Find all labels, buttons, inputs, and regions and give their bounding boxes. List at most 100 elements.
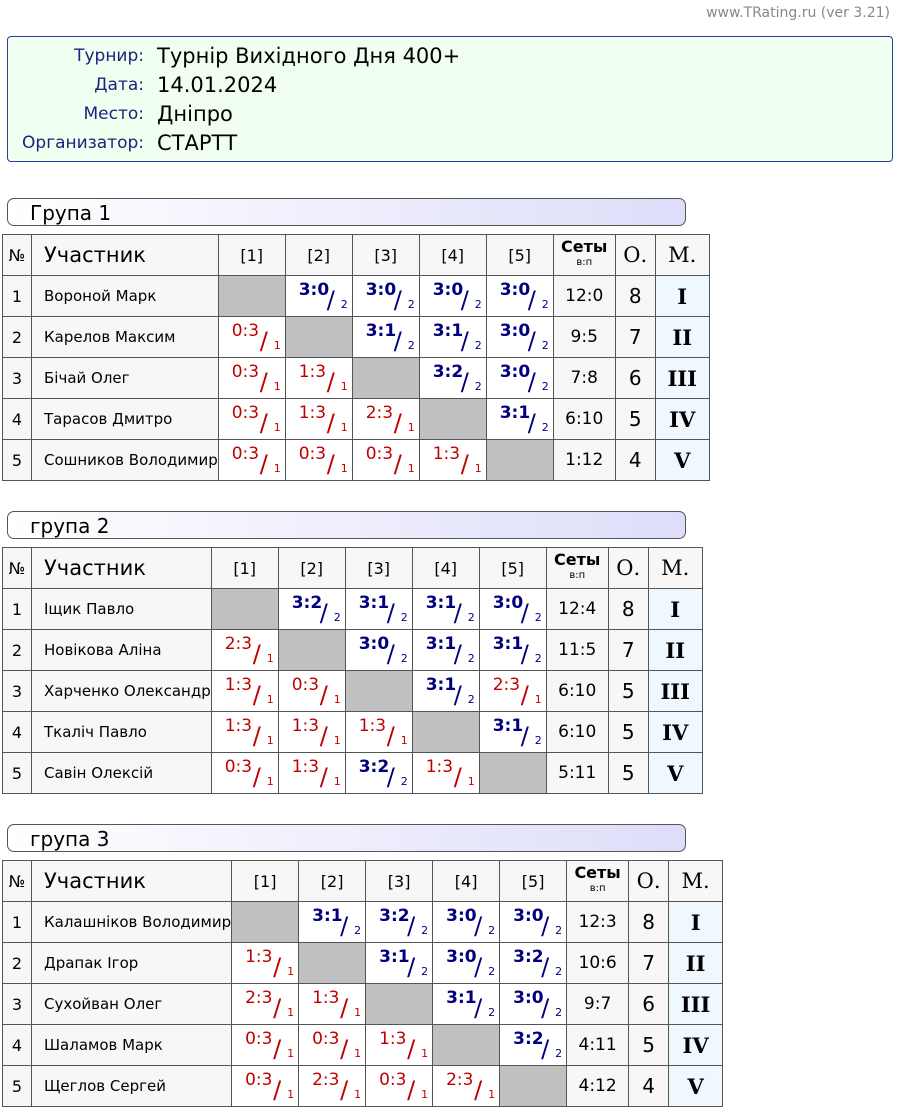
result: 3:0/ 2 <box>490 276 550 314</box>
info-row: Организатор: СТАРТТ <box>8 129 892 158</box>
row-num: 5 <box>2 1065 32 1107</box>
self-cell <box>499 1065 568 1107</box>
total-points: 5 <box>614 398 656 440</box>
score: 0:3 <box>245 1070 273 1090</box>
result: 1:3/ 1 <box>282 712 342 750</box>
slash: / <box>407 1035 416 1063</box>
info-value: Дніпро <box>157 102 233 126</box>
match-points: 2 <box>488 924 496 937</box>
row-num: 1 <box>2 901 32 943</box>
match-points: 2 <box>534 734 542 747</box>
score: 3:1 <box>499 403 531 423</box>
match-points: 1 <box>333 734 341 747</box>
player-row: 2 Новікова Аліна 2:3/1 3:0/2 3:1/2 3:1/2 11:5 7… <box>2 629 703 671</box>
result-cell: 1:3/ 1 <box>284 398 353 440</box>
match-points: 2 <box>340 298 348 311</box>
header-col: [1] <box>231 860 300 902</box>
info-row: Турнир: Турнір Вихідного Дня 400+ <box>8 42 892 71</box>
header-points: О. <box>607 547 649 589</box>
result-cell: 1:3/ 1 <box>210 711 279 753</box>
slash: / <box>407 953 416 981</box>
result-cell: 0:3/ 1 <box>231 1065 300 1107</box>
header-col: [2] <box>284 234 353 276</box>
player-name: Шаламов Марк <box>30 1024 233 1066</box>
score: 3:2 <box>379 906 410 926</box>
match-points: 1 <box>421 1047 429 1060</box>
header-row: № Участник [1] [2] [3] [4] [5] Сеты в:п О. М. <box>2 547 703 589</box>
self-cell <box>277 629 346 671</box>
place: I <box>668 901 724 943</box>
place: III <box>654 357 710 399</box>
player-name: Савін Олексій <box>31 752 212 794</box>
score: 3:1 <box>492 716 524 736</box>
self-cell <box>365 983 434 1025</box>
match-points: 2 <box>467 693 475 706</box>
result: 3:2/ 2 <box>369 902 429 940</box>
result-cell: 2:3/ 1 <box>351 398 420 440</box>
self-cell <box>432 1024 501 1066</box>
result: 3:2/ 2 <box>503 1025 563 1063</box>
player-row: 2 Карелов Максим 0:3/1 3:1/2 3:1/2 3:0/2 9:5 7 I… <box>2 316 710 358</box>
score: 3:0 <box>513 906 544 926</box>
slash: / <box>453 681 462 709</box>
header-num: № <box>2 860 32 902</box>
result-cell: 1:3/ 1 <box>231 942 300 984</box>
slash: / <box>474 912 483 940</box>
header-col: [4] <box>418 234 487 276</box>
player-row: 4 Тарасов Дмитро 0:3/1 1:3/1 2:3/1 3:1/2 6:10 5… <box>2 398 710 440</box>
match-points: 1 <box>287 1088 295 1101</box>
result: 3:0/ 2 <box>423 276 483 314</box>
result-cell: 3:0/ 2 <box>485 316 554 358</box>
slash: / <box>259 368 268 396</box>
result-cell: 0:3/ 1 <box>284 439 353 481</box>
player-name: Новікова Аліна <box>31 629 212 671</box>
sets: 10:6 <box>566 942 630 984</box>
score: 2:3 <box>245 988 273 1008</box>
result: 3:2/ 2 <box>349 753 409 791</box>
match-points: 1 <box>273 380 281 393</box>
match-points: 2 <box>541 339 549 352</box>
header-row: № Участник [1] [2] [3] [4] [5] Сеты в:п О. М. <box>2 234 710 276</box>
match-points: 1 <box>287 965 295 978</box>
score: 3:0 <box>446 947 477 967</box>
result-cell: 0:3/ 1 <box>217 439 286 481</box>
score: 1:3 <box>291 757 320 777</box>
row-num: 3 <box>2 670 32 712</box>
result-cell: 1:3/ 1 <box>298 983 367 1025</box>
row-num: 5 <box>2 752 32 794</box>
result-cell: 1:3/ 1 <box>277 752 346 794</box>
player-name: Щеглов Сергей <box>30 1065 233 1107</box>
result-cell: 0:3/ 1 <box>217 316 286 358</box>
group-table: № Участник [1] [2] [3] [4] [5] Сеты в:п О. М. 1 Кала… <box>2 860 724 1107</box>
score: 3:0 <box>499 321 531 341</box>
slash: / <box>326 450 335 478</box>
result-cell: 3:1/ 2 <box>485 398 554 440</box>
player-row: 3 Бічай Олег 0:3/1 1:3/1 3:2/2 3:0/2 7:8 6 III <box>2 357 710 399</box>
score: 3:0 <box>499 362 531 382</box>
result: 3:0/ 2 <box>503 902 563 940</box>
match-points: 1 <box>340 380 348 393</box>
result-cell: 0:3/ 1 <box>351 439 420 481</box>
player-row: 5 Щеглов Сергей 0:3/1 2:3/1 0:3/1 2:3/1 4:12 4 V <box>2 1065 724 1107</box>
result-cell: 3:1/ 2 <box>418 316 487 358</box>
slash: / <box>340 1076 349 1104</box>
result: 1:3/ 1 <box>369 1025 429 1063</box>
result: 1:3/ 1 <box>349 712 409 750</box>
place: IV <box>647 711 703 753</box>
result: 1:3/ 1 <box>423 440 483 478</box>
slash: / <box>386 640 395 668</box>
match-points: 1 <box>266 734 274 747</box>
score: 1:3 <box>432 444 461 464</box>
header-row: № Участник [1] [2] [3] [4] [5] Сеты в:п О. М. <box>2 860 724 902</box>
header-sets-sub: в:п <box>576 257 593 268</box>
score: 3:2 <box>358 757 390 777</box>
result-cell: 1:3/ 1 <box>284 357 353 399</box>
result: 3:1/ 2 <box>369 943 429 981</box>
player-row: 5 Сошников Володимир 0:3/1 0:3/1 0:3/1 1:3/1 1… <box>2 439 710 481</box>
info-label: Турнир: <box>74 46 144 66</box>
sets: 6:10 <box>545 670 609 712</box>
result: 0:3/ 1 <box>235 1066 295 1104</box>
row-num: 4 <box>2 398 32 440</box>
sets: 9:5 <box>552 316 616 358</box>
